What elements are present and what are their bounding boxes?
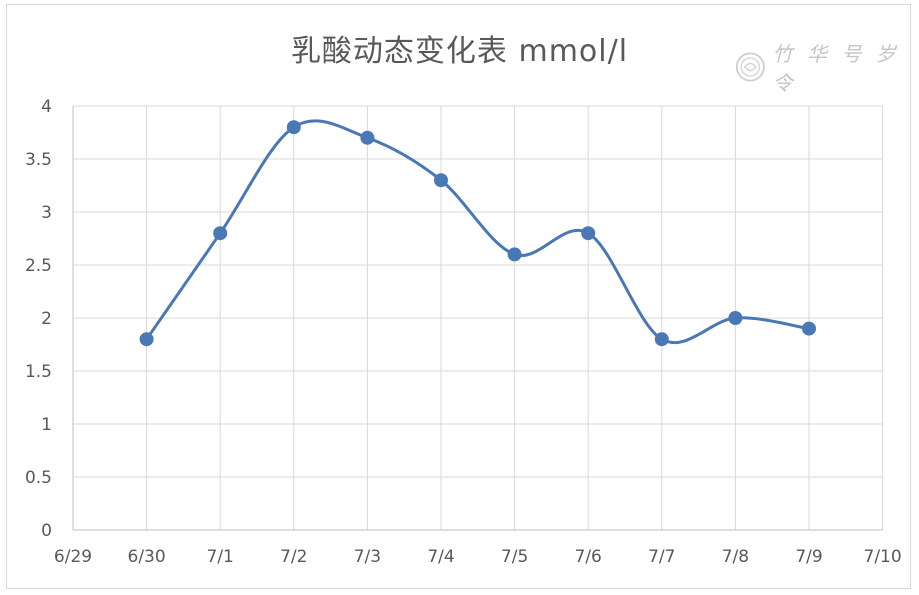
y-tick-label: 2 bbox=[41, 309, 52, 329]
data-point bbox=[802, 321, 816, 336]
watermark: 竹 华 号 岁 令 bbox=[734, 38, 919, 96]
y-tick-label: 1 bbox=[41, 415, 52, 435]
data-point bbox=[654, 332, 669, 347]
y-tick-label: 3.5 bbox=[25, 150, 52, 170]
data-point bbox=[213, 226, 228, 241]
x-tick-label: 7/4 bbox=[427, 547, 454, 567]
data-point bbox=[286, 120, 301, 135]
x-tick-label: 7/9 bbox=[795, 547, 822, 567]
x-tick-label: 7/2 bbox=[280, 547, 307, 567]
x-tick-label: 7/7 bbox=[648, 547, 675, 567]
x-tick-label: 7/6 bbox=[575, 547, 602, 567]
seal-icon bbox=[735, 52, 765, 82]
y-tick-label: 1.5 bbox=[25, 362, 52, 382]
x-tick-label: 7/5 bbox=[501, 547, 528, 567]
x-tick-label: 7/1 bbox=[207, 547, 234, 567]
y-tick-label: 4 bbox=[41, 97, 52, 117]
series-line bbox=[145, 119, 811, 345]
y-tick-label: 2.5 bbox=[25, 256, 52, 276]
data-point bbox=[360, 130, 375, 145]
chart-title: 乳酸动态变化表 mmol/l bbox=[290, 34, 629, 69]
x-tick-label: 7/10 bbox=[864, 547, 902, 567]
y-tick-label: 0.5 bbox=[25, 468, 52, 488]
watermark-text: 竹 华 号 岁 令 bbox=[772, 42, 900, 95]
x-tick-label: 6/29 bbox=[54, 547, 92, 567]
y-tick-label: 3 bbox=[41, 203, 52, 223]
data-point bbox=[581, 226, 596, 241]
data-point bbox=[434, 173, 448, 188]
x-tick-label: 7/3 bbox=[354, 547, 381, 567]
data-point bbox=[728, 311, 743, 325]
x-tick-label: 6/30 bbox=[128, 547, 166, 567]
y-tick-label: 0 bbox=[41, 521, 52, 541]
x-tick-label: 7/8 bbox=[722, 547, 749, 567]
chart-frame bbox=[6, 4, 911, 589]
data-point bbox=[507, 247, 522, 262]
data-point bbox=[139, 332, 154, 347]
